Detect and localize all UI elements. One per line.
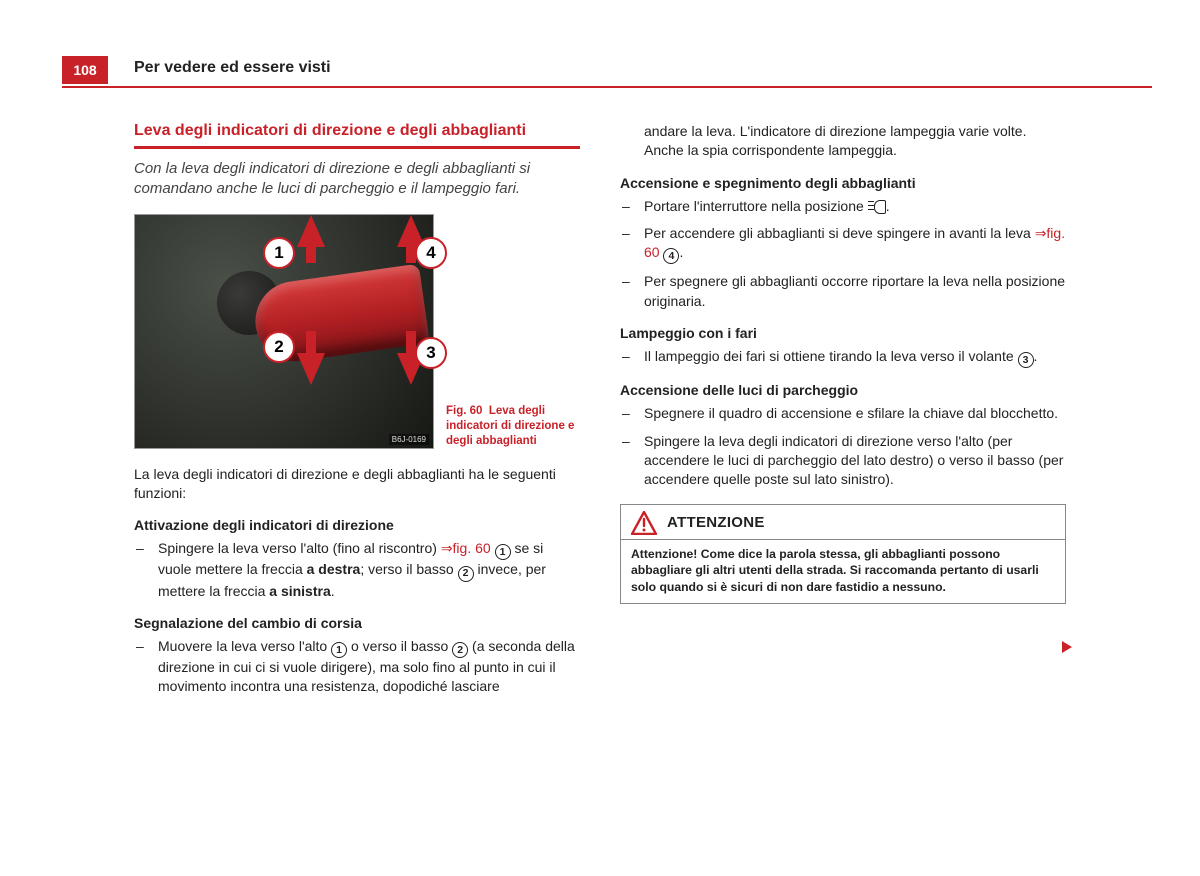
text: . bbox=[886, 198, 890, 214]
arrow-1-head bbox=[297, 215, 325, 247]
text: Il lampeggio dei fari si ottiene tirando… bbox=[644, 348, 1018, 364]
figure-caption: Fig. 60 Leva degli indicatori di direzio… bbox=[446, 404, 576, 449]
continuation-triangle-icon bbox=[1062, 641, 1072, 653]
text: . bbox=[679, 244, 683, 260]
list-segnalazione: Muovere la leva verso l'alto 1 o verso i… bbox=[134, 637, 580, 697]
subhead-attivazione: Attivazione degli indicatori di direzion… bbox=[134, 517, 580, 533]
figure-marker-1: 1 bbox=[263, 237, 295, 269]
warning-body: Attenzione! Come dice la parola stessa, … bbox=[621, 540, 1065, 603]
warning-triangle-icon bbox=[631, 511, 657, 535]
figure-marker-2: 2 bbox=[263, 331, 295, 363]
bold-sinistra: a sinistra bbox=[269, 583, 330, 599]
text: Spingere la leva verso l'alto (fino al r… bbox=[158, 540, 441, 556]
figure-60: 1 2 3 4 B6J-0169 bbox=[134, 214, 434, 449]
intro-text: Con la leva degli indicatori di direzion… bbox=[134, 159, 580, 200]
text: . bbox=[1034, 348, 1038, 364]
continuation-text: andare la leva. L'indicatore di direzion… bbox=[620, 122, 1066, 161]
subhead-accensione-abbaglianti: Accensione e spegnimento degli abbaglian… bbox=[620, 175, 1066, 191]
list-lampeggio: Il lampeggio dei fari si ottiene tirando… bbox=[620, 347, 1066, 368]
bold-destra: a destra bbox=[307, 561, 361, 577]
list-luci-parcheggio: Spegnere il quadro di accensione e sfila… bbox=[620, 404, 1066, 489]
figure-marker-3: 3 bbox=[415, 337, 447, 369]
figure-row: 1 2 3 4 B6J-0169 Fig. 60 Leva degli indi… bbox=[134, 214, 580, 449]
subhead-segnalazione: Segnalazione del cambio di corsia bbox=[134, 615, 580, 631]
subhead-lampeggio: Lampeggio con i fari bbox=[620, 325, 1066, 341]
inline-marker-4: 4 bbox=[663, 248, 679, 264]
text: Muovere la leva verso l'alto bbox=[158, 638, 331, 654]
subhead-luci-parcheggio: Accensione delle luci di parcheggio bbox=[620, 382, 1066, 398]
list-item: Portare l'interruttore nella posizione . bbox=[620, 197, 1066, 216]
list-item: Il lampeggio dei fari si ottiene tirando… bbox=[620, 347, 1066, 368]
warning-title: ATTENZIONE bbox=[667, 514, 765, 531]
text: . bbox=[331, 583, 335, 599]
section-title: Leva degli indicatori di direzione e deg… bbox=[134, 122, 580, 140]
text: Per accendere gli abbaglianti si deve sp… bbox=[644, 225, 1035, 241]
list-item: Spingere la leva degli indicatori di dir… bbox=[620, 432, 1066, 490]
warning-box: ATTENZIONE Attenzione! Come dice la paro… bbox=[620, 504, 1066, 604]
list-item: Muovere la leva verso l'alto 1 o verso i… bbox=[134, 637, 580, 697]
text: o verso il basso bbox=[347, 638, 452, 654]
text: Portare l'interruttore nella posizione bbox=[644, 198, 868, 214]
warning-head: ATTENZIONE bbox=[621, 505, 1065, 539]
arrow-2-head bbox=[297, 353, 325, 385]
list-item: Per spegnere gli abbaglianti occorre rip… bbox=[620, 272, 1066, 311]
list-item: Spegnere il quadro di accensione e sfila… bbox=[620, 404, 1066, 423]
figure-image-code: B6J-0169 bbox=[389, 434, 429, 445]
section-title-rule bbox=[134, 146, 580, 149]
list-attivazione: Spingere la leva verso l'alto (fino al r… bbox=[134, 539, 580, 601]
text: ; verso il basso bbox=[360, 561, 457, 577]
list-item: Per accendere gli abbaglianti si deve sp… bbox=[620, 224, 1066, 265]
right-column: andare la leva. L'indicatore di direzion… bbox=[620, 122, 1066, 711]
page-number: 108 bbox=[62, 56, 108, 84]
chapter-title: Per vedere ed essere visti bbox=[134, 59, 331, 77]
inline-marker-1: 1 bbox=[331, 642, 347, 658]
inline-marker-3: 3 bbox=[1018, 352, 1034, 368]
left-column: Leva degli indicatori di direzione e deg… bbox=[134, 122, 580, 711]
header-rule bbox=[62, 86, 1152, 88]
inline-marker-1: 1 bbox=[495, 544, 511, 560]
headlamp-icon bbox=[868, 200, 886, 212]
inline-marker-2: 2 bbox=[452, 642, 468, 658]
inline-marker-2: 2 bbox=[458, 566, 474, 582]
ref-arrow-icon: ⇒ bbox=[441, 540, 453, 556]
fig-ref: fig. 60 bbox=[453, 540, 491, 556]
list-item: Spingere la leva verso l'alto (fino al r… bbox=[134, 539, 580, 601]
ref-arrow-icon: ⇒ bbox=[1035, 225, 1047, 241]
content-area: Leva degli indicatori di direzione e deg… bbox=[134, 122, 1066, 711]
figure-marker-4: 4 bbox=[415, 237, 447, 269]
figure-caption-prefix: Fig. 60 bbox=[446, 405, 482, 417]
para-after-figure: La leva degli indicatori di direzione e … bbox=[134, 465, 580, 504]
list-accensione-abbaglianti: Portare l'interruttore nella posizione .… bbox=[620, 197, 1066, 311]
